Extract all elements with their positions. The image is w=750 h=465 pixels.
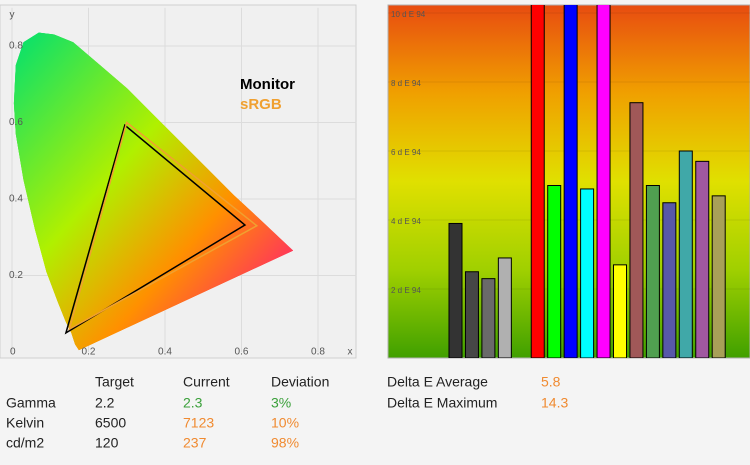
column-header: Target (95, 374, 134, 390)
bar (695, 160, 710, 358)
cell: 10% (271, 415, 299, 431)
x-tick-label: 0.8 (311, 347, 325, 358)
cell: 120 (95, 435, 119, 451)
bars (388, 5, 750, 358)
bar (596, 5, 611, 358)
y-tick-label: 0.2 (9, 270, 23, 281)
x-tick-label: 0 (10, 347, 16, 358)
bar (563, 5, 578, 358)
bar (497, 257, 512, 358)
y-tick-label: 8 d E 94 (391, 79, 421, 88)
cell: 6500 (95, 415, 126, 431)
bar (547, 185, 562, 358)
y-tick-label: 0.4 (9, 194, 23, 205)
summary-value: 5.8 (541, 374, 561, 390)
bar (448, 222, 463, 358)
summary-value: 14.3 (541, 395, 568, 411)
y-tick-label: 0.8 (9, 41, 23, 52)
cell: 98% (271, 435, 299, 451)
bar (662, 202, 677, 358)
y-tick-label: 0.6 (9, 117, 23, 128)
bar (580, 188, 595, 358)
y-tick-label: 10 d E 94 (391, 10, 426, 19)
row-label: Gamma (6, 395, 56, 411)
y-tick-label: 6 d E 94 (391, 148, 421, 157)
bar (613, 264, 627, 358)
bar (629, 102, 644, 358)
bar (711, 195, 726, 358)
y-axis-label: y (10, 10, 15, 21)
x-tick-label: 0.6 (235, 347, 249, 358)
cell: 2.2 (95, 395, 115, 411)
row-label: cd/m2 (6, 435, 44, 451)
bar (678, 150, 693, 358)
bar (464, 271, 479, 358)
x-axis-label: x (348, 347, 353, 358)
column-header: Current (183, 374, 230, 390)
gamut-triangle (68, 121, 259, 331)
cell: 2.3 (183, 395, 203, 411)
gamut-triangle (64, 123, 247, 335)
bar (481, 278, 496, 358)
cell: 237 (183, 435, 207, 451)
legend-entry: sRGB (240, 96, 282, 113)
y-tick-label: 2 d E 94 (391, 286, 421, 295)
legend-entry: Monitor (240, 76, 295, 93)
bar (645, 185, 660, 358)
summary-label: Delta E Average (387, 374, 488, 390)
summary-label: Delta E Maximum (387, 395, 497, 411)
x-tick-label: 0.4 (158, 347, 172, 358)
column-header: Deviation (271, 374, 329, 390)
cell: 7123 (183, 415, 214, 431)
cell: 3% (271, 395, 291, 411)
table: Target Current Deviation Gamma 2.2 2.3 3% Kelvi… (6, 374, 568, 451)
bar (530, 5, 545, 358)
x-tick-label: 0.2 (82, 347, 96, 358)
row-label: Kelvin (6, 415, 44, 431)
y-tick-label: 4 d E 94 (391, 217, 421, 226)
